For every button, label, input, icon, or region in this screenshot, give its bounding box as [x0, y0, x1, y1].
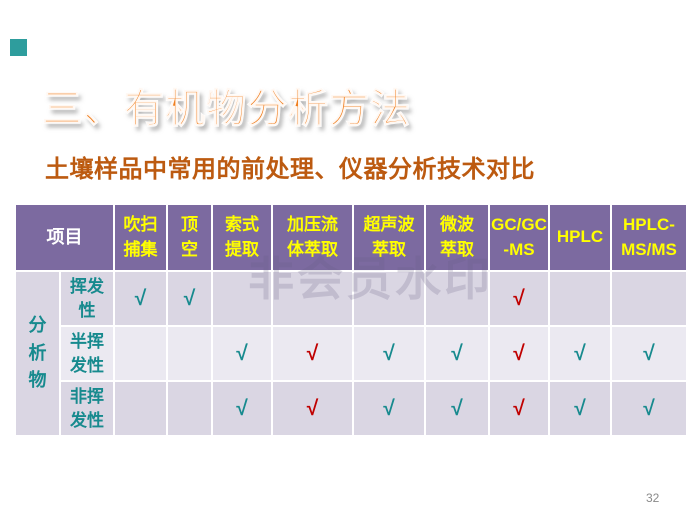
table-cell: √ [610, 325, 688, 382]
table-cell: √ [610, 380, 688, 437]
table-cell: √ [113, 270, 168, 327]
table-cell: √ [271, 325, 354, 382]
table-header: 项目 吹扫 捕集顶 空索式 提取 加压流 体萃取 超声波 萃取 微波 萃取 GC/GC -… [14, 203, 688, 272]
table-cell: √ [211, 325, 273, 382]
table-cell [113, 380, 168, 437]
table-cell [211, 270, 273, 327]
table-cell: √ [488, 325, 550, 382]
corner-accent-square [10, 39, 27, 56]
page-number: 32 [646, 491, 660, 505]
check-icon: √ [574, 396, 586, 420]
table-cell: √ [548, 380, 612, 437]
table-cell: √ [352, 325, 426, 382]
table-header-row: 项目 吹扫 捕集顶 空索式 提取 加压流 体萃取 超声波 萃取 微波 萃取 GC/GC -… [14, 203, 688, 272]
slide-title: 三、有机物分析方法 [41, 86, 411, 131]
table-row: 半挥 发性 √ √ √ √ √ √ √ [15, 325, 688, 382]
check-icon: √ [236, 341, 248, 365]
row-label: 挥发 性 [59, 270, 115, 327]
column-header-0: 吹扫 捕集 [113, 203, 168, 272]
check-icon: √ [183, 286, 196, 310]
check-icon: √ [451, 341, 463, 365]
check-icon: √ [513, 341, 525, 365]
check-icon: √ [451, 396, 463, 420]
check-icon: √ [513, 396, 525, 420]
check-icon: √ [643, 341, 655, 365]
column-header-4: 超声波 萃取 [352, 203, 426, 272]
column-header-2: 索式 提取 [211, 203, 273, 272]
column-header-5: 微波 萃取 [424, 203, 490, 272]
table-cell: √ [424, 380, 490, 437]
check-icon: √ [306, 396, 319, 420]
comparison-table: 项目 吹扫 捕集顶 空索式 提取 加压流 体萃取 超声波 萃取 微波 萃取 GC/GC -… [14, 203, 688, 437]
table-row: 分 析 物挥发 性 √ √ √ [14, 270, 688, 437]
check-icon: √ [643, 396, 655, 420]
table-body: 分 析 物挥发 性 √ √ √ 半挥 发性 √ √ √ √ √ √ √ 非挥 发性 √ √ √ √ √ √ √ [14, 270, 688, 437]
table-cell: √ [211, 380, 273, 437]
table-row: 非挥 发性 √ √ √ √ √ √ √ [15, 380, 688, 437]
table-cell [166, 325, 213, 382]
table-cell: √ [352, 380, 426, 437]
check-icon: √ [513, 286, 525, 310]
table-cell [352, 270, 426, 327]
table-cell [548, 270, 612, 327]
column-header-8: HPLC- MS/MS [610, 203, 688, 272]
column-header-3: 加压流 体萃取 [271, 203, 354, 272]
column-header-item: 项目 [14, 203, 115, 272]
table-cell: √ [488, 380, 550, 437]
table-cell: √ [424, 325, 490, 382]
check-icon: √ [134, 286, 147, 310]
check-icon: √ [383, 396, 395, 420]
slide-subtitle: 土壤样品中常用的前处理、仪器分析技术对比 [45, 156, 535, 183]
table-cell: √ [271, 380, 354, 437]
table-cell: √ [548, 325, 612, 382]
table-cell [271, 270, 354, 327]
table-cell [610, 270, 688, 327]
column-header-6: GC/GC -MS [488, 203, 550, 272]
check-icon: √ [236, 396, 248, 420]
row-group-label: 分 析 物 [14, 270, 61, 437]
table-cell [424, 270, 490, 327]
table-cell [166, 380, 213, 437]
column-header-7: HPLC [548, 203, 612, 272]
check-icon: √ [306, 341, 319, 365]
column-header-1: 顶 空 [166, 203, 213, 272]
table-cell: √ [166, 270, 213, 327]
check-icon: √ [383, 341, 395, 365]
table-cell [113, 325, 168, 382]
row-label: 半挥 发性 [59, 325, 115, 382]
table-cell: √ [488, 270, 550, 327]
check-icon: √ [574, 341, 586, 365]
row-label: 非挥 发性 [59, 380, 115, 437]
